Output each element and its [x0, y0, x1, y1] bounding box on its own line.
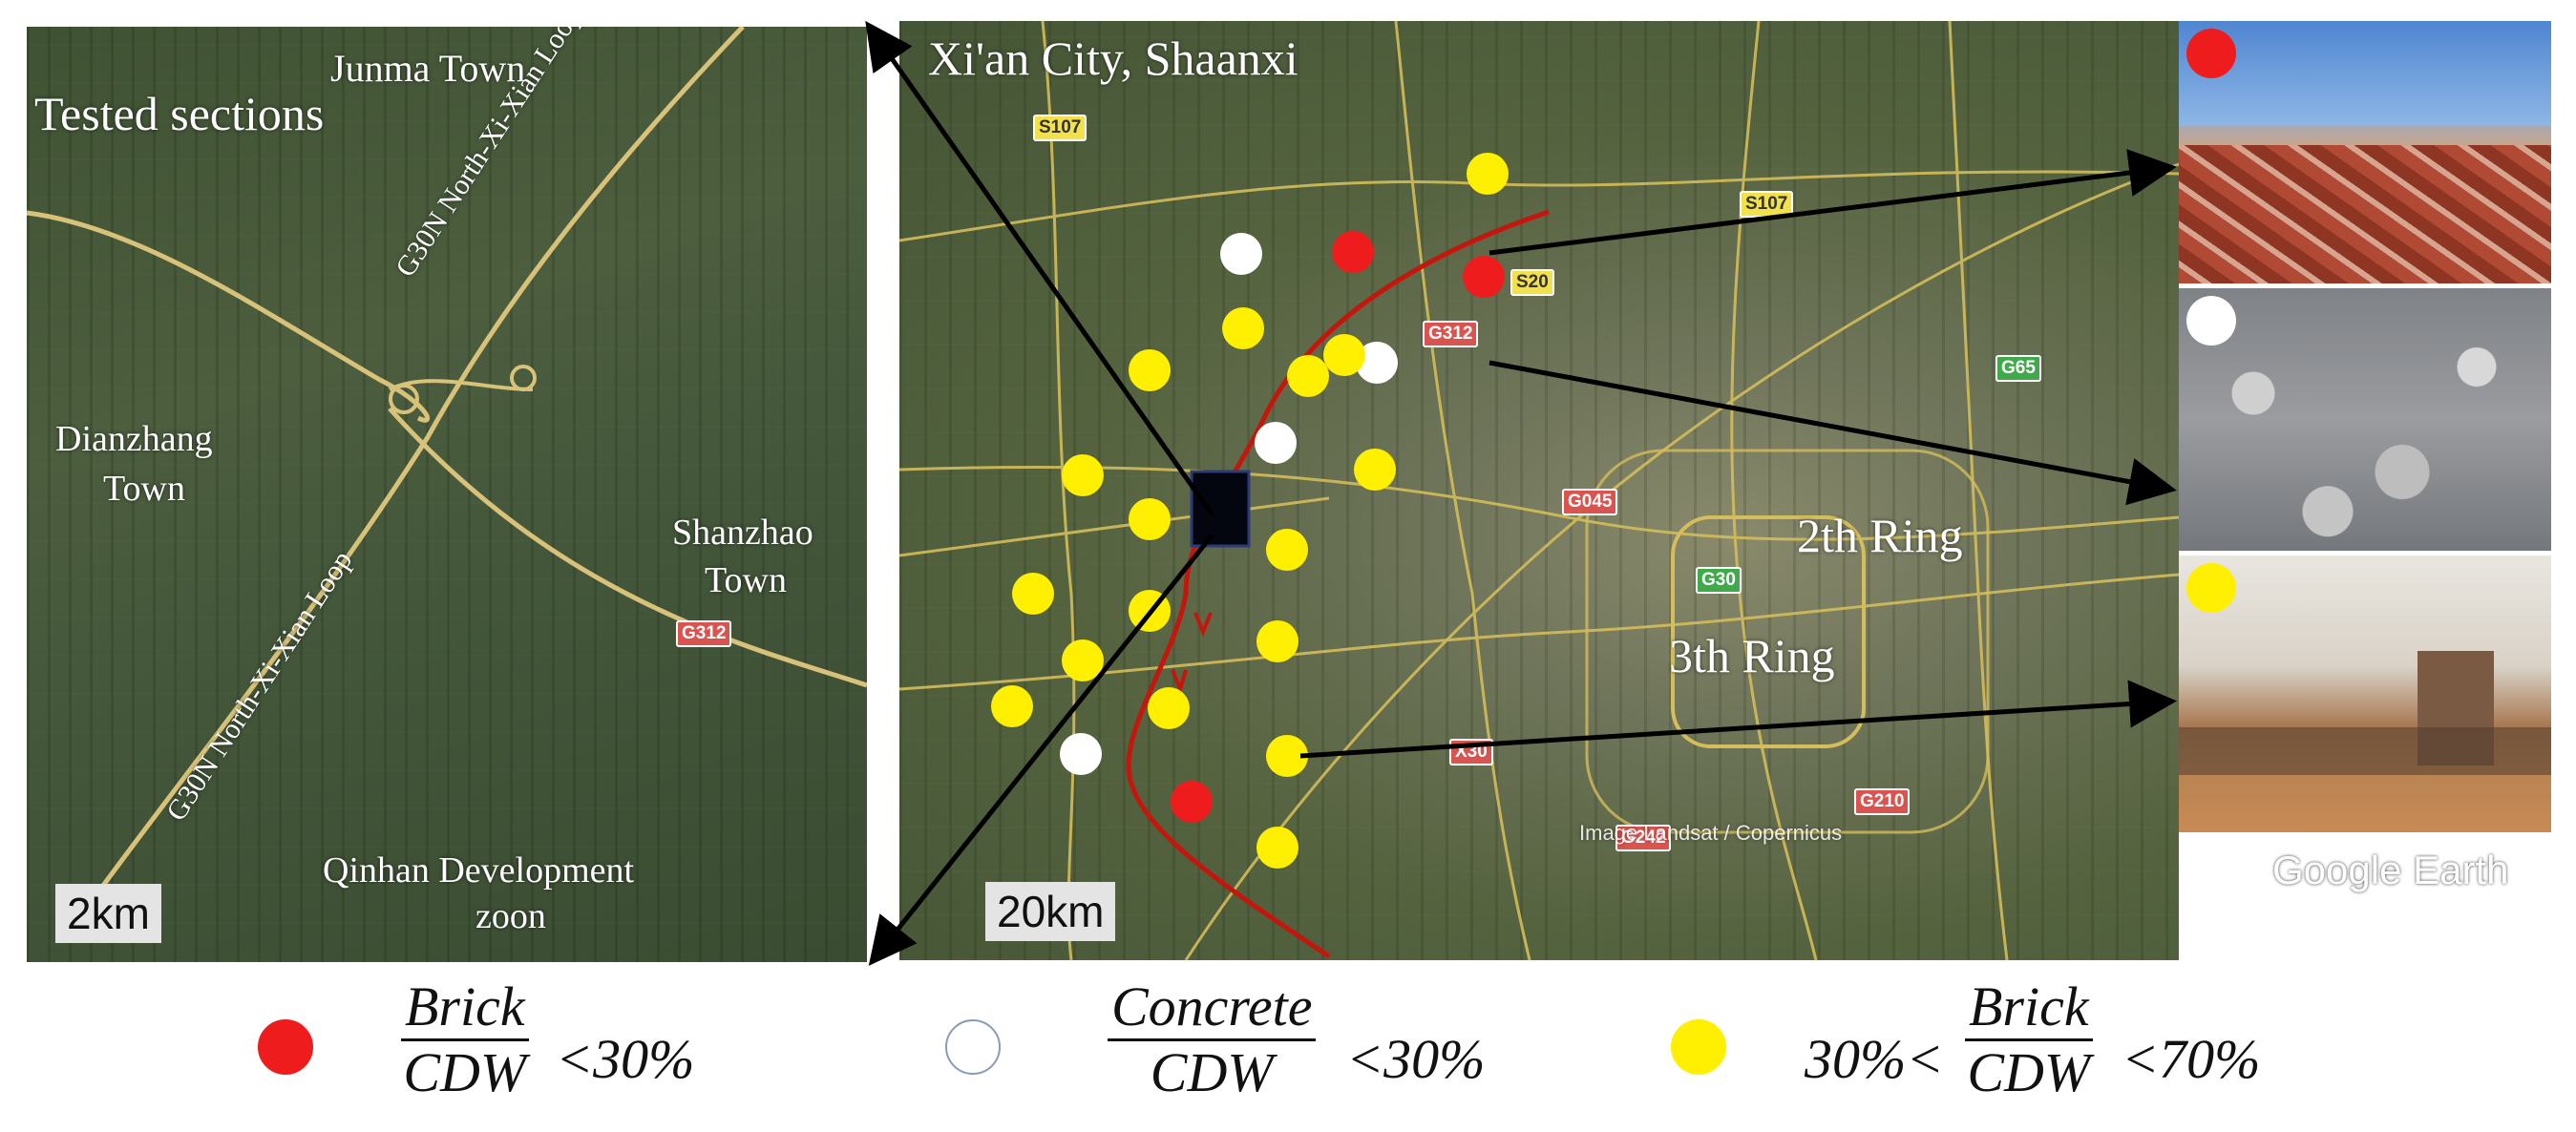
g045-road-shield: G045 [1562, 489, 1618, 515]
legend-concrete-denominator: CDW [1150, 1041, 1274, 1103]
dianzhang-town-label: Town [103, 469, 186, 509]
legend-concrete-fraction: Concrete CDW [1108, 975, 1317, 1104]
junma-town-label: Junma Town [330, 47, 526, 90]
s20-road-shield: S20 [1510, 269, 1554, 296]
red-marker-icon [2186, 29, 2236, 78]
brick-waste-photo [2179, 21, 2551, 283]
scale-bar-20km: 20km [985, 882, 1116, 941]
tested-sections-title: Tested sections [34, 87, 325, 140]
concrete-waste-photo [2179, 288, 2551, 551]
rubble-shape [2179, 727, 2551, 775]
s107-road-shield-east: S107 [1740, 191, 1794, 218]
legend-yellow-dot-icon [1671, 1019, 1726, 1075]
legend-mixed-numerator: Brick [1965, 975, 2093, 1041]
qinhan-label: Qinhan Development [323, 850, 635, 891]
google-earth-watermark: Google Earth [2272, 848, 2509, 892]
g30-road-shield: G30 [1696, 567, 1742, 594]
legend-white-dot-icon [945, 1019, 1001, 1075]
legend-red-dot-icon [258, 1019, 313, 1075]
legend-mixed-lower: 30%< [1805, 1028, 1944, 1090]
s107-road-shield: S107 [1033, 115, 1087, 141]
g242-road-shield: G242 [1615, 825, 1672, 851]
yellow-marker-icon [2186, 563, 2236, 613]
legend-item-concrete: Concrete CDW <30% [936, 974, 1528, 1126]
white-marker-icon [2186, 296, 2236, 346]
shanzhao-label: Shanzhao [672, 513, 813, 553]
second-ring-label: 2th Ring [1797, 509, 1963, 562]
legend-mixed-denominator: CDW [1967, 1041, 2091, 1103]
legend-mixed-upper: <70% [2122, 1028, 2261, 1090]
legend-mixed-fraction: Brick CDW [1965, 975, 2093, 1104]
qinhan-zoon-label: zoon [475, 896, 546, 936]
legend-concrete-threshold: <30% [1346, 1028, 1486, 1090]
regional-map: Xi'an City, Shaanxi 2th Ring 3th Ring S1… [899, 21, 2179, 960]
zoomed-map: Tested sections Junma Town Dianzhang Tow… [27, 27, 867, 962]
g312-road-shield: G312 [1423, 321, 1479, 347]
zoomed-map-roads [27, 27, 867, 940]
scale-bar-2km: 2km [55, 884, 161, 943]
g65-road-shield: G65 [1995, 355, 2041, 382]
third-ring-label: 3th Ring [1669, 629, 1835, 682]
x30-road-shield: X30 [1449, 739, 1493, 765]
shanzhao-town-label: Town [705, 560, 788, 600]
city-title: Xi'an City, Shaanxi [928, 31, 1299, 85]
dianzhang-label: Dianzhang [55, 419, 213, 459]
legend-item-mixed: 30%< Brick CDW <70% [1661, 974, 2521, 1126]
mixed-waste-photo [2179, 556, 2551, 832]
legend-brick-threshold: <30% [556, 1028, 695, 1090]
g312-road-shield: G312 [676, 620, 732, 647]
imagery-credit: Image Landsat / Copernicus [1579, 821, 1843, 845]
legend-concrete-numerator: Concrete [1108, 975, 1317, 1041]
legend-brick-numerator: Brick [401, 975, 529, 1041]
g210-road-shield: G210 [1854, 788, 1911, 815]
regional-map-roads [899, 21, 2179, 960]
legend-brick-denominator: CDW [403, 1041, 527, 1103]
legend-item-brick: Brick CDW <30% [248, 974, 745, 1126]
sample-photos [2179, 21, 2551, 832]
legend-brick-fraction: Brick CDW [401, 975, 529, 1104]
